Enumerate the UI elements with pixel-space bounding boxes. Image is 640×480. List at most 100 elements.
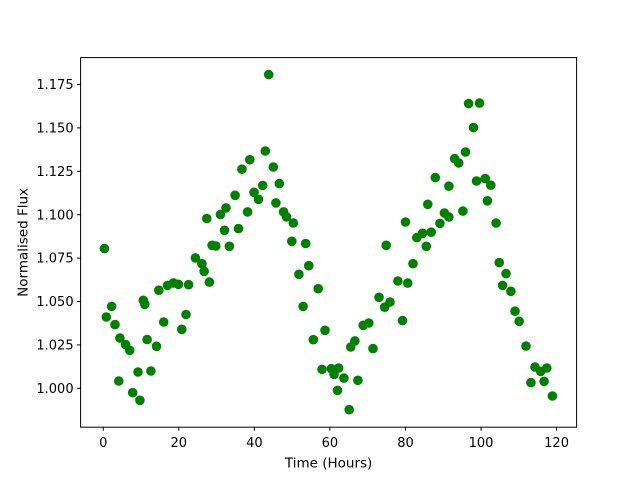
- data-point: [463, 98, 474, 109]
- data-point: [237, 164, 247, 174]
- data-point: [114, 376, 124, 386]
- data-point: [402, 278, 413, 288]
- data-point: [480, 173, 491, 184]
- axis-ticks: [77, 84, 558, 431]
- data-point: [474, 98, 485, 108]
- data-point: [99, 243, 110, 254]
- data-point: [287, 236, 297, 247]
- data-point: [444, 181, 454, 191]
- data-point: [385, 297, 395, 307]
- data-point: [294, 269, 304, 280]
- data-point: [421, 241, 432, 252]
- data-point: [458, 206, 468, 216]
- data-point: [181, 309, 191, 320]
- data-point: [332, 385, 343, 396]
- data-point: [142, 334, 152, 345]
- data-point: [471, 176, 482, 186]
- data-point: [353, 375, 363, 386]
- data-point: [397, 315, 408, 326]
- x-tick-label: 120: [544, 436, 569, 451]
- data-point: [521, 341, 531, 351]
- data-point: [364, 318, 374, 328]
- data-point: [257, 180, 268, 191]
- data-point: [460, 147, 471, 157]
- x-axis-label: Time (Hours): [284, 456, 372, 472]
- y-tick-label: 1.025: [36, 339, 73, 354]
- data-point: [199, 266, 209, 277]
- x-tick-label: 40: [246, 436, 263, 451]
- data-point: [482, 196, 493, 206]
- y-tick-label: 1.175: [36, 78, 73, 93]
- data-point: [350, 336, 360, 346]
- data-point: [510, 306, 520, 317]
- data-point: [230, 190, 240, 201]
- x-tick-label: 20: [171, 436, 188, 451]
- x-tick-label: 80: [397, 436, 414, 451]
- data-point: [173, 279, 184, 290]
- data-point: [151, 341, 162, 352]
- data-point: [491, 218, 501, 228]
- data-point: [202, 213, 212, 224]
- data-point: [426, 227, 437, 237]
- data-point: [154, 285, 164, 296]
- data-point: [423, 199, 433, 210]
- data-point: [300, 238, 311, 249]
- data-point: [368, 343, 378, 354]
- data-point: [288, 218, 299, 228]
- plot-border: [80, 57, 578, 428]
- x-tick-label: 0: [99, 436, 107, 451]
- data-point: [333, 363, 344, 373]
- scatter-points: [99, 69, 558, 415]
- y-tick-label: 1.150: [36, 122, 73, 137]
- data-point: [219, 225, 230, 236]
- data-point: [539, 376, 549, 387]
- data-point: [320, 325, 330, 336]
- x-tick-label: 100: [469, 436, 494, 451]
- data-point: [158, 317, 169, 327]
- data-point: [106, 301, 117, 312]
- x-tick-label: 60: [322, 436, 339, 451]
- data-point: [435, 218, 445, 229]
- data-point: [204, 277, 215, 287]
- data-point: [133, 367, 143, 377]
- data-point: [453, 158, 464, 168]
- data-point: [344, 404, 355, 415]
- data-point: [304, 260, 314, 271]
- data-point: [253, 194, 264, 205]
- data-point: [374, 292, 384, 303]
- data-point: [197, 258, 207, 269]
- data-point: [506, 286, 516, 297]
- data-point: [494, 257, 505, 268]
- y-tick-label: 1.000: [36, 382, 73, 397]
- data-point: [260, 146, 271, 156]
- data-point: [408, 258, 418, 269]
- data-point: [135, 395, 145, 406]
- data-point: [245, 154, 255, 165]
- data-point: [298, 301, 308, 312]
- y-tick-label: 1.075: [36, 252, 73, 267]
- data-point: [514, 316, 524, 327]
- data-point: [233, 223, 244, 234]
- y-tick-label: 1.050: [36, 295, 73, 310]
- data-point: [271, 198, 281, 208]
- data-point: [542, 363, 552, 373]
- data-point: [526, 377, 536, 388]
- data-point: [177, 324, 187, 335]
- data-point: [444, 212, 454, 222]
- axis-tick-labels: 0 20 40 60 80 100 120 1.000 1.025 1.050 1.075 1.100…: [36, 78, 569, 451]
- data-point: [215, 209, 226, 220]
- data-point: [308, 334, 319, 345]
- data-point: [400, 217, 411, 227]
- data-point: [547, 391, 558, 401]
- data-point: [313, 283, 324, 294]
- data-point: [339, 373, 349, 383]
- data-point: [190, 253, 201, 263]
- data-point: [101, 312, 112, 322]
- data-point: [381, 240, 392, 251]
- data-point: [281, 212, 292, 222]
- data-point: [183, 279, 194, 290]
- y-tick-label: 1.100: [36, 208, 73, 223]
- data-point: [486, 180, 496, 190]
- data-point: [417, 228, 428, 239]
